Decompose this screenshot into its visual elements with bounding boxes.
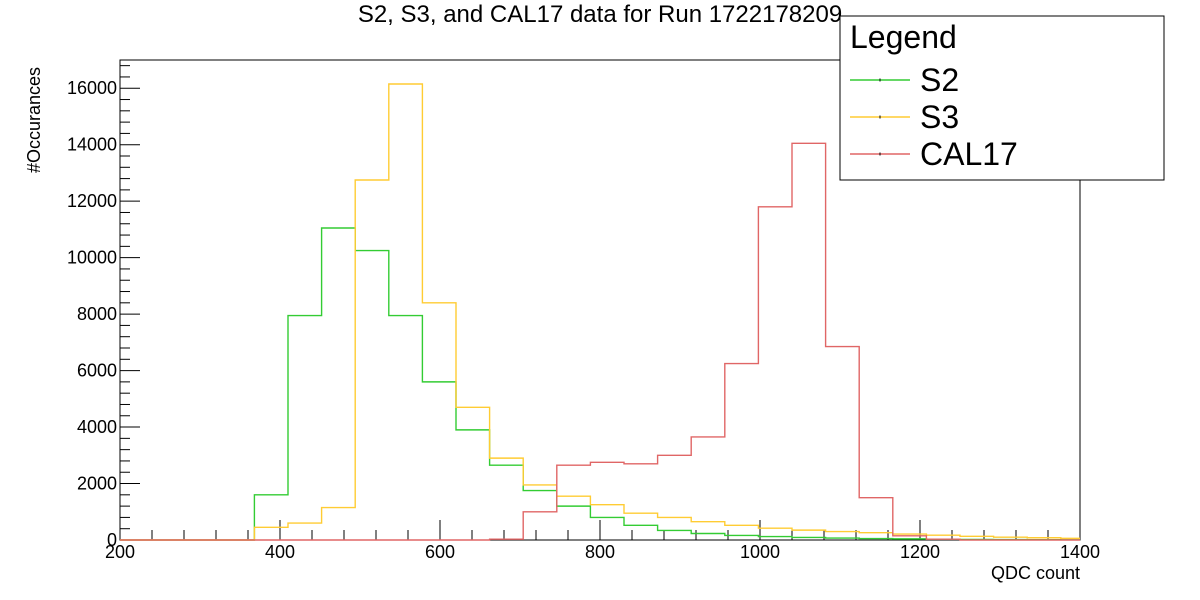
x-tick-label: 600 — [425, 542, 455, 562]
x-tick-label: 1000 — [740, 542, 780, 562]
y-tick-label: 6000 — [77, 361, 117, 381]
x-axis-label: QDC count — [991, 563, 1080, 583]
series-layer — [120, 83, 1080, 541]
y-tick-label: 10000 — [67, 248, 117, 268]
y-tick-label: 12000 — [67, 191, 117, 211]
legend-s2-label: S2 — [920, 62, 959, 98]
x-tick-label: 1400 — [1060, 542, 1100, 562]
legend-box — [839, 15, 1165, 181]
x-tick-label: 800 — [585, 542, 615, 562]
y-tick-label: 14000 — [67, 135, 117, 155]
x-tick-label: 1200 — [900, 542, 940, 562]
y-tick-label: 16000 — [67, 78, 117, 98]
y-tick-label: 8000 — [77, 304, 117, 324]
legend-cal17-label: CAL17 — [920, 136, 1018, 172]
x-tick-label: 400 — [265, 542, 295, 562]
legend-title: Legend — [850, 19, 957, 55]
y-tick-label: 2000 — [77, 474, 117, 494]
x-tick-label: 200 — [105, 542, 135, 562]
y-tick-label: 0 — [107, 530, 117, 550]
chart-title: S2, S3, and CAL17 data for Run 172217820… — [358, 1, 842, 28]
y-axis-label: #Occurances — [24, 67, 44, 173]
series-cal17-line — [120, 142, 1080, 541]
y-tick-label: 4000 — [77, 417, 117, 437]
y-axis: 0 2000 4000 6000 8000 10000 12000 14000 16000 — [67, 65, 140, 550]
x-axis: 200 400 600 800 1000 1200 1400 — [105, 520, 1100, 562]
legend-s3-label: S3 — [920, 99, 959, 135]
